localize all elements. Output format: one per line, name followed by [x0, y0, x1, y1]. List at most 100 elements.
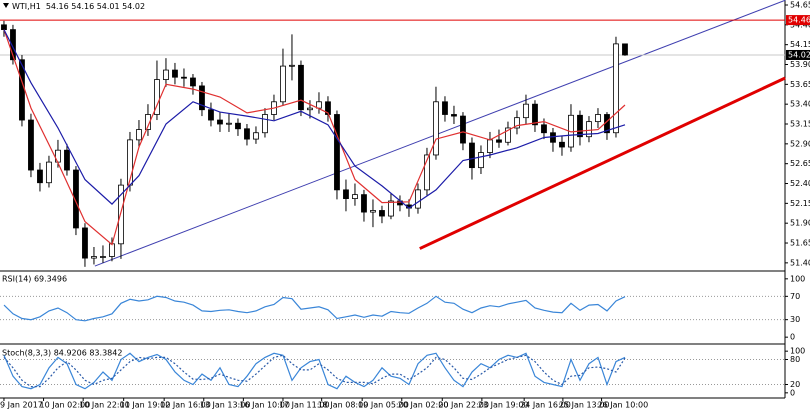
y-tick-label: 53.15: [790, 120, 810, 129]
candle-body: [244, 128, 250, 140]
price-label: 54.02: [788, 50, 810, 59]
y-tick-label: 51.65: [790, 239, 810, 248]
candle-body: [172, 69, 178, 78]
x-tick-label: 23 Jan 19:00: [478, 401, 529, 410]
y-tick-label: 20: [790, 380, 800, 389]
x-tick-label: 10 Jan 22:00: [79, 401, 130, 410]
candle-body: [280, 65, 286, 103]
candle-body: [433, 101, 439, 156]
y-tick-label: 53.90: [790, 60, 810, 69]
candle-body: [82, 227, 88, 259]
y-tick-label: 51.90: [790, 219, 810, 228]
x-tick-label: 13 Jan 13:00: [200, 401, 251, 410]
candle-body: [163, 69, 169, 80]
candle-body: [442, 101, 448, 115]
series-line: [3, 295, 626, 322]
x-tick-label: 9 Jan 2017: [0, 401, 43, 410]
candle-body: [370, 210, 376, 213]
candle-body: [145, 114, 151, 130]
series-line: [3, 29, 626, 209]
y-tick-label: 51.40: [790, 258, 810, 267]
candle-body: [307, 107, 313, 111]
candle-body: [586, 121, 592, 138]
trend-line: [94, 0, 786, 267]
candle-body: [487, 139, 493, 153]
y-tick-label: 54.15: [790, 40, 810, 49]
candle-body: [217, 119, 223, 125]
candle-body: [262, 114, 268, 134]
candle-body: [298, 64, 304, 111]
y-tick-label: 53.65: [790, 80, 810, 89]
candle-body: [352, 194, 358, 199]
y-tick-label: 52.65: [790, 159, 810, 168]
candle-body: [1, 24, 7, 30]
series-line: [3, 354, 626, 388]
y-tick-label: 100: [790, 347, 805, 356]
x-tick-label: 12 Jan 16:00: [160, 401, 211, 410]
candle-body: [532, 103, 538, 126]
price-label-box: [786, 15, 810, 26]
candle-body: [622, 43, 628, 56]
candle-body: [496, 139, 502, 143]
candle-body: [613, 43, 619, 134]
y-tick-label: 100: [790, 274, 805, 283]
y-tick-label: 54.65: [790, 0, 810, 9]
x-tick-label: 20 Jan 02:00: [398, 401, 449, 410]
candle-body: [343, 189, 349, 199]
candle-body: [253, 132, 259, 140]
candle-body: [226, 122, 232, 125]
candle-body: [334, 114, 340, 191]
candle-body: [451, 114, 457, 117]
panel-title: Stoch(8,3,3) 84.9206 83.3842: [2, 349, 122, 358]
trend-line: [419, 76, 786, 250]
header-ohlc: 54.16 54.16 54.01 54.02: [46, 2, 145, 11]
y-tick-label: 0: [790, 333, 795, 342]
y-tick-label: 70: [790, 292, 800, 301]
y-tick-label: 80: [790, 355, 800, 364]
x-tick-label: 10 Jan 02:00: [40, 401, 91, 410]
series-line: [3, 29, 626, 246]
x-tick-label: 16 Jan 10:00: [239, 401, 290, 410]
candle-body: [469, 142, 475, 169]
candle-body: [91, 256, 97, 259]
series-line: [3, 352, 626, 390]
candle-body: [118, 184, 124, 245]
candle-body: [208, 109, 214, 121]
header: WTI,H1 54.16 54.16 54.01 54.02: [12, 2, 145, 11]
x-tick-label: 17 Jan 11:00: [279, 401, 330, 410]
y-tick-label: 0: [790, 388, 795, 397]
x-tick-label: 24 Jan 16:00: [520, 401, 571, 410]
x-tick-label: 26 Jan 10:00: [598, 401, 649, 410]
candle-body: [73, 169, 79, 229]
candle-body: [460, 115, 466, 144]
candle-body: [478, 152, 484, 169]
candle-body: [514, 117, 520, 129]
candle-body: [289, 64, 295, 67]
y-tick-label: 52.15: [790, 199, 810, 208]
candle-body: [100, 256, 106, 258]
panel-title: RSI(14) 69.3496: [2, 275, 67, 284]
x-tick-label: 18 Jan 08:00: [318, 401, 369, 410]
candle-body: [424, 154, 430, 191]
y-tick-label: 52.90: [790, 139, 810, 148]
candle-body: [505, 127, 511, 143]
candle-body: [550, 132, 556, 143]
y-tick-label: 53.40: [790, 100, 810, 109]
candle-body: [559, 141, 565, 148]
candle-body: [595, 114, 601, 123]
candle-body: [379, 210, 385, 217]
header-icon: [3, 3, 9, 8]
y-tick-label: 52.40: [790, 179, 810, 188]
candle-body: [46, 161, 52, 184]
candle-body: [181, 76, 187, 79]
x-tick-label: 25 Jan 13:00: [559, 401, 610, 410]
candle-body: [64, 149, 70, 171]
candle-body: [541, 124, 547, 134]
candle-body: [325, 101, 331, 115]
candle-body: [190, 77, 196, 87]
candle-body: [10, 29, 16, 61]
candle-body: [235, 122, 241, 130]
candle-body: [109, 243, 115, 257]
x-tick-label: 19 Jan 05:00: [358, 401, 409, 410]
